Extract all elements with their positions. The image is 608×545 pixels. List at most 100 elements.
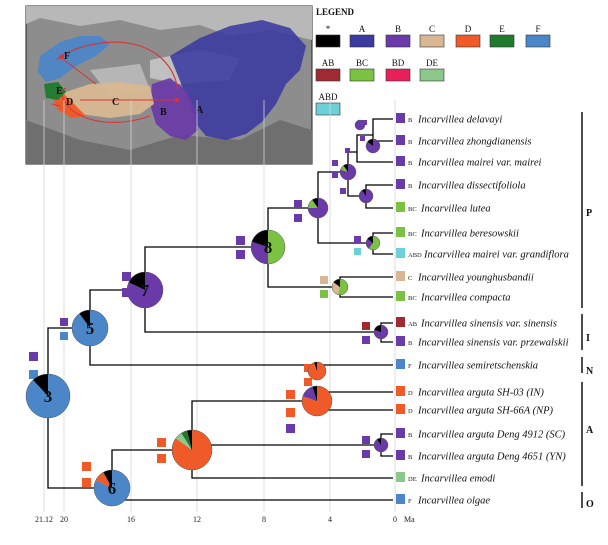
legend-label: E [499,24,505,34]
area-marker [82,462,91,471]
clade-label-N: N [586,366,594,377]
legend-swatch [385,68,411,82]
area-marker [354,236,361,243]
tip-area-code: F [408,498,412,505]
tip-area-swatch [396,386,405,396]
taxon-name: Incarvillea beresowskii [420,229,519,240]
pie-slice [374,325,381,332]
pie-slice [367,139,373,146]
tip-area-code: B [408,340,413,347]
tip-area-swatch [396,271,405,281]
area-marker [320,290,328,298]
taxon-name: Incarvillea dissectifoliola [417,181,526,192]
area-marker [360,136,365,141]
legend-item-A: A [349,24,375,48]
node-number: 8 [264,238,273,257]
taxon-tip: B Incarvillea sinensis var. przewalskii [396,336,569,349]
area-marker [60,332,68,340]
tip-area-swatch [396,494,405,504]
pie-slice [368,236,381,250]
tip-area-code: B [408,117,413,124]
taxon-tip: B Incarvillea dissectifoliola [396,179,526,192]
taxon-name: Incarvillea compacta [420,293,511,304]
branch [144,246,268,290]
legend-label: * [326,24,331,34]
area-marker [320,276,328,284]
area-marker [304,364,312,372]
region-e [44,82,66,100]
legend-item-D: D [455,24,481,48]
legend-item-DE: DE [419,58,445,82]
pie-slice [332,282,340,295]
tip-area-code: D [408,408,413,415]
taxon-tip: B Incarvillea arguta Deng 4651 (YN) [396,450,566,463]
taxon-name: Incarvillea arguta Deng 4912 (SC) [417,430,566,441]
tip-area-swatch [396,336,405,346]
pie-node-small [331,278,349,296]
area-marker [122,288,131,297]
area-marker [354,248,361,255]
branch [372,118,393,135]
tip-area-swatch [396,291,405,301]
pie-node-small [358,188,374,204]
pie-slice [312,386,317,401]
taxon-tip: BC Incarvillea beresowskii [396,227,519,240]
branch [111,488,393,501]
legend-label: DE [426,58,438,68]
pie-slice [79,310,90,328]
area-marker [294,214,302,222]
legend-swatch [315,102,341,116]
tip-area-swatch [396,248,405,258]
legend-swatch [455,34,481,48]
taxon-name: Incarvillea mairei var. mairei [417,158,542,169]
legend-swatch [315,34,341,48]
legend-item-F: F [525,24,551,48]
map-label-d: D [66,97,73,108]
legend-label: BC [356,58,368,68]
taxon-tip: B Incarvillea mairei var. mairei [396,156,542,169]
pie-slice [103,470,112,488]
legend-swatch [419,68,445,82]
taxon-name: Incarvillea younghusbandii [417,273,534,284]
pie-node-small [373,324,389,340]
pie-slice [175,433,192,450]
taxon-name: Incarvillea zhongdianensis [417,137,531,148]
pie-slice [302,386,317,401]
branch [356,134,373,152]
tip-area-swatch [396,428,405,438]
pie-slice [187,430,192,450]
taxon-name: Incarvillea olgae [417,496,490,507]
tip-area-code: B [408,432,413,439]
area-marker [157,438,166,447]
area-marker [157,454,166,463]
axis-tick-label: 12 [193,515,201,524]
map-label-c: C [112,97,119,108]
area-marker [362,322,370,330]
tip-area-code: B [408,454,413,461]
pie-slice [251,230,268,247]
region-f [38,36,110,82]
area-marker [362,450,370,458]
taxon-name: Incarvillea arguta SH-03 (IN) [417,388,544,399]
tip-area-swatch [396,359,405,369]
pie-slice [25,374,70,419]
legend-item-C: C [419,24,445,48]
area-marker [345,148,350,153]
legend-label: AB [322,58,335,68]
legend-label: B [395,24,401,34]
pie-node-small [307,197,329,219]
legend-item-BC: BC [349,58,375,82]
pie-slice [355,120,365,130]
pie-slice [337,279,348,296]
axis-tick-label: 4 [328,515,332,524]
legend-swatch [349,34,375,48]
map-label-a: A [196,105,204,116]
pie-slice [376,438,381,445]
region-b [150,78,198,140]
legend-label: C [429,24,435,34]
area-marker [304,378,312,386]
pie-slice [94,470,131,506]
pie-slice [312,198,318,208]
legend-label: BD [392,58,405,68]
